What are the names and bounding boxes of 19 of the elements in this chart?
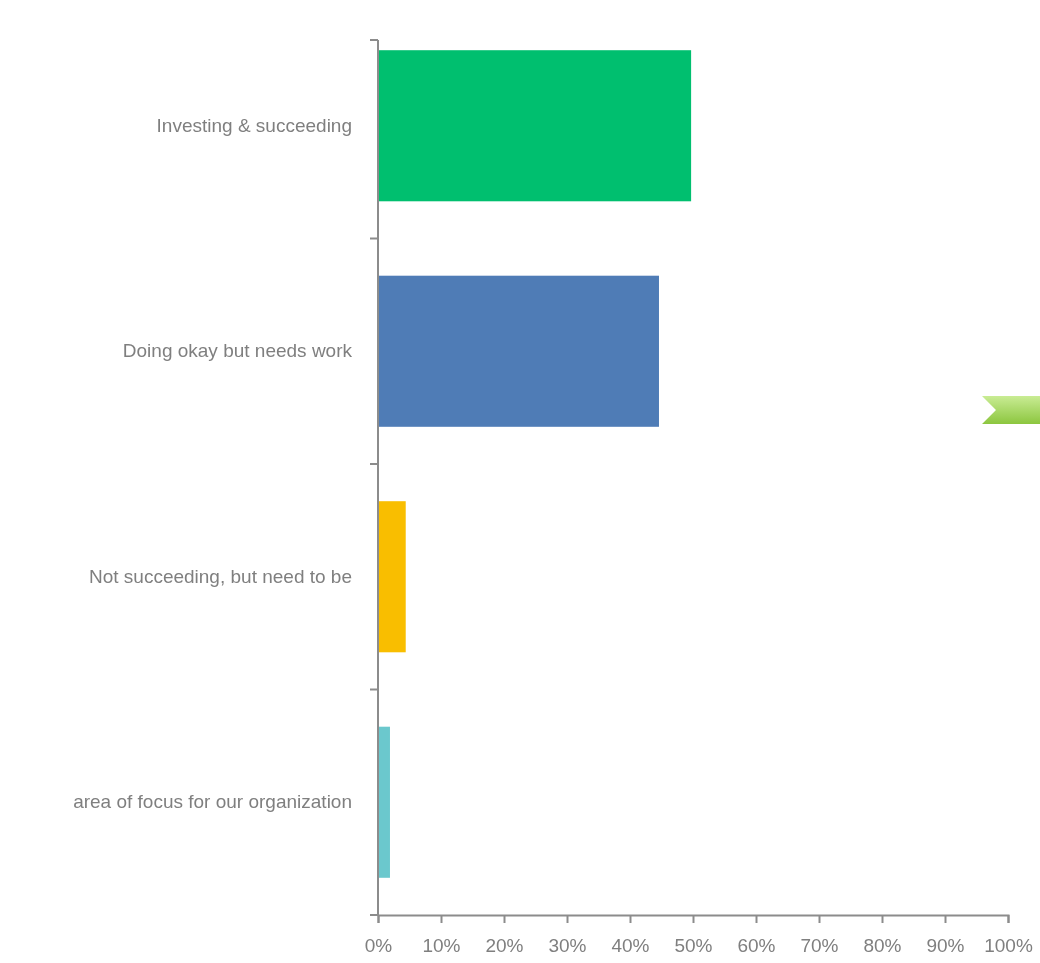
x-tick-label: 0%	[364, 935, 393, 957]
bar	[378, 726, 390, 878]
x-tick-label: 90%	[926, 935, 965, 957]
x-tick-label: 10%	[422, 935, 461, 957]
x-tick-label: 40%	[611, 935, 650, 957]
x-tick-label: 80%	[863, 935, 902, 957]
y-tick-label: Investing & succeeding	[156, 114, 352, 136]
x-tick-label: 30%	[548, 935, 587, 957]
y-tick-label: area of focus for our organization	[73, 791, 352, 813]
x-tick-label: 100%	[984, 935, 1033, 957]
bar	[378, 50, 692, 202]
y-tick-label: Doing okay but needs work	[122, 340, 353, 362]
x-tick-label: 70%	[800, 935, 839, 957]
y-tick-label: Not succeeding, but need to be	[88, 565, 352, 587]
x-tick-label: 20%	[485, 935, 524, 957]
bar	[378, 501, 406, 653]
bar	[378, 275, 659, 427]
x-tick-label: 50%	[674, 935, 713, 957]
x-tick-label: 60%	[737, 935, 776, 957]
